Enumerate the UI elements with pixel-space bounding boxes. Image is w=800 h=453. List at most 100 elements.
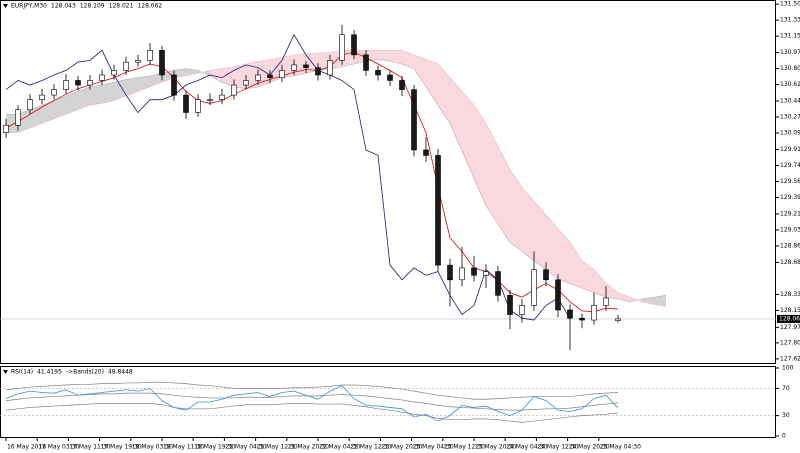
x-tick-label: 16 May 2018 xyxy=(7,444,46,451)
candle-body xyxy=(471,267,477,276)
y-tick-label: 129.915 xyxy=(780,146,800,153)
cloud-segment xyxy=(510,169,522,252)
candle-body xyxy=(195,99,201,113)
band-middle xyxy=(5,392,619,411)
cloud-segment xyxy=(606,283,618,299)
cloud-segment xyxy=(486,123,498,225)
y-tick-label: 131.330 xyxy=(780,17,800,24)
rsi-y-tick-label: 30 xyxy=(782,412,790,419)
cloud-segment xyxy=(498,146,510,243)
y-tick-label: 129.210 xyxy=(780,210,800,217)
cloud-segment xyxy=(6,114,18,133)
bands-value: 48.8448 xyxy=(108,369,133,376)
span-b-line xyxy=(6,49,667,307)
x-tick-label: 22 May 12:30 xyxy=(350,444,391,451)
candle-body xyxy=(603,297,609,306)
candle-body xyxy=(51,89,57,96)
cloud-segment xyxy=(282,54,294,78)
cloud-segment xyxy=(162,70,174,83)
y-tick-label: 127.800 xyxy=(780,339,800,346)
cloud-segment xyxy=(42,100,54,124)
candle-body xyxy=(63,80,69,90)
rsi-y-tick-label: 100 xyxy=(782,365,794,372)
candle-body xyxy=(399,80,405,90)
x-tick-label: 18 May 03:30 xyxy=(132,444,173,451)
cloud-segment xyxy=(546,214,558,279)
y-tick-label: 129.740 xyxy=(780,162,800,169)
candle-body xyxy=(123,61,129,71)
candle-body xyxy=(567,309,573,319)
y-tick-label: 129.390 xyxy=(780,194,800,201)
candle-body xyxy=(87,80,93,86)
cloud-segment xyxy=(450,77,462,151)
y-tick-label: 129.035 xyxy=(780,226,800,233)
cloud-segment xyxy=(522,187,534,261)
candle-body xyxy=(135,60,141,63)
cloud-segment xyxy=(114,79,126,101)
band-upper xyxy=(5,381,619,400)
candle-body xyxy=(423,149,429,156)
cloud-segment xyxy=(138,75,150,92)
chikou-line xyxy=(5,33,571,321)
cloud-segment xyxy=(78,86,90,110)
candle-body xyxy=(99,74,105,81)
candle-body xyxy=(387,74,393,81)
candle-body xyxy=(543,269,549,281)
x-tick-label: 21 May 04:30 xyxy=(225,444,266,451)
cloud-segment xyxy=(102,82,114,104)
cloud-segment xyxy=(186,68,198,76)
candle-body xyxy=(363,54,369,71)
ohlc-value: 128.109 xyxy=(80,3,105,10)
y-tick-label: 130.800 xyxy=(780,65,800,72)
price-tag xyxy=(777,314,800,323)
candle-body xyxy=(3,124,9,133)
candle-body xyxy=(339,34,345,61)
cloud-segment xyxy=(258,59,270,87)
cloud-segment xyxy=(378,50,390,62)
candle-body xyxy=(147,49,153,61)
rsi-pane xyxy=(0,366,776,438)
y-tick-label: 129.565 xyxy=(780,178,800,185)
cloud-segment xyxy=(318,52,330,71)
rsi-line xyxy=(5,385,619,422)
y-tick-label: 130.445 xyxy=(780,98,800,105)
candle-body xyxy=(519,305,525,315)
cloud-segment xyxy=(402,50,414,69)
cloud-segment xyxy=(426,59,438,106)
rsi-y-tick-label: 70 xyxy=(782,385,790,392)
y-tick-label: 127.625 xyxy=(780,355,800,362)
ohlc-value: 128.021 xyxy=(109,3,134,10)
cloud-segment xyxy=(438,64,450,124)
candle-body xyxy=(39,94,45,100)
candle-body xyxy=(279,70,285,79)
x-tick-label: 23 May 12:30 xyxy=(444,444,485,451)
band-lower xyxy=(5,403,619,423)
x-tick-label: 23 May 20:30 xyxy=(475,444,516,451)
cloud-segment xyxy=(150,73,162,87)
candle-body xyxy=(411,89,417,151)
cloud-segment xyxy=(642,297,654,305)
cloud-segment xyxy=(594,269,606,298)
y-tick-label: 130.625 xyxy=(780,81,800,88)
candle-body xyxy=(591,305,597,321)
y-tick-label: 130.975 xyxy=(780,49,800,56)
y-tick-label: 128.860 xyxy=(780,242,800,249)
candle-body xyxy=(111,70,117,76)
y-tick-label: 130.270 xyxy=(780,114,800,121)
y-tick-label: 128.155 xyxy=(780,307,800,314)
y-tick-label: 127.970 xyxy=(780,324,800,331)
candle-body xyxy=(303,64,309,68)
x-tick-label: 21 May 20:30 xyxy=(288,444,329,451)
candle-body xyxy=(219,94,225,100)
candle-body xyxy=(375,70,381,76)
y-tick-label: 128.330 xyxy=(780,291,800,298)
cloud-segment xyxy=(366,50,378,62)
symbol: EURJPY,M30 xyxy=(11,3,47,10)
candle-body xyxy=(555,279,561,311)
x-tick-label: 17 May 19:30 xyxy=(101,444,142,451)
cloud-segment xyxy=(654,295,666,307)
cloud-segment xyxy=(90,85,102,106)
candle-body xyxy=(171,74,177,96)
